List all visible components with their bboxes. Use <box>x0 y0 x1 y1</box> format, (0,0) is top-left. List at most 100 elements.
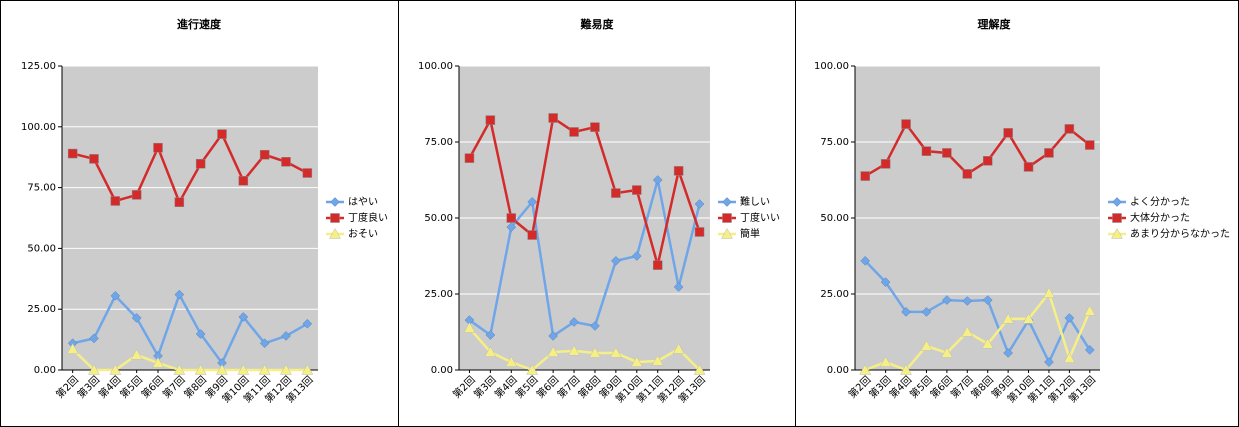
data-point <box>901 307 911 317</box>
data-point <box>1044 148 1054 158</box>
data-point <box>921 146 932 156</box>
legend-label: よく分かった <box>1130 196 1190 208</box>
data-point <box>962 169 973 179</box>
data-point <box>131 313 142 323</box>
chart-title: 進行速度 <box>177 17 222 31</box>
data-point <box>961 325 974 337</box>
data-point <box>859 363 872 375</box>
data-point <box>962 296 973 306</box>
data-point <box>259 150 270 160</box>
data-point <box>860 171 870 181</box>
legend-marker <box>330 197 340 207</box>
y-tick-label: 25.00 <box>27 304 56 315</box>
data-point <box>131 190 142 200</box>
series-line <box>468 115 701 266</box>
data-point <box>942 148 952 158</box>
data-point <box>281 157 291 167</box>
chart-title: 難易度 <box>581 17 615 31</box>
data-point <box>940 346 953 358</box>
y-tick-label: 75.00 <box>820 137 849 148</box>
data-point <box>173 363 186 375</box>
data-point <box>485 115 496 125</box>
legend-marker <box>1112 213 1122 223</box>
data-point <box>611 256 621 266</box>
data-point <box>302 318 313 329</box>
y-tick-label: 100.00 <box>814 61 849 72</box>
data-point <box>89 333 99 344</box>
data-point <box>110 196 121 206</box>
data-point <box>1064 124 1075 134</box>
data-point <box>652 260 663 270</box>
data-point <box>652 175 663 185</box>
legend-marker <box>329 227 341 239</box>
data-point <box>527 197 538 207</box>
chart-title: 理解度 <box>978 17 1012 31</box>
legend-label: 簡単 <box>740 227 760 240</box>
data-point <box>301 363 314 375</box>
data-point <box>110 290 121 301</box>
data-point <box>1085 140 1095 150</box>
data-point <box>1003 348 1013 358</box>
data-point <box>195 329 206 339</box>
data-point <box>630 356 643 367</box>
series-line <box>864 259 1091 366</box>
y-tick-label: 25.00 <box>820 289 849 300</box>
legend-marker <box>1112 197 1122 207</box>
data-point <box>302 168 313 178</box>
data-point <box>506 213 517 223</box>
data-point <box>921 307 932 317</box>
data-point <box>485 330 496 340</box>
data-point <box>238 312 249 322</box>
data-point <box>880 159 891 169</box>
data-point <box>590 122 600 132</box>
y-tick-label: 0.00 <box>827 365 849 376</box>
data-point <box>609 346 622 358</box>
series-line <box>864 290 1091 372</box>
legend-label: はやい <box>348 196 378 208</box>
data-point <box>981 337 994 349</box>
data-point <box>880 277 891 287</box>
legend-label: おそい <box>348 228 378 240</box>
data-point <box>942 295 952 305</box>
data-point <box>152 356 164 368</box>
data-point <box>1044 357 1054 367</box>
legend-marker <box>1111 227 1123 239</box>
data-point <box>569 127 579 137</box>
data-point <box>589 346 601 358</box>
data-point <box>920 339 933 351</box>
data-point <box>568 344 580 356</box>
legend-marker <box>722 197 732 207</box>
legend-marker <box>330 213 340 223</box>
data-point <box>1023 162 1034 172</box>
data-point <box>1002 312 1015 324</box>
data-point <box>194 363 207 375</box>
data-point <box>1003 128 1013 138</box>
y-tick-label: 125.00 <box>21 61 56 72</box>
data-point <box>174 289 185 300</box>
data-point <box>548 331 558 341</box>
data-point <box>67 148 78 159</box>
legend-label: 難しい <box>740 195 770 208</box>
data-point <box>1043 287 1055 298</box>
data-point <box>280 363 292 375</box>
data-point <box>631 251 642 261</box>
y-tick-label: 50.00 <box>27 243 56 254</box>
data-point <box>672 343 685 354</box>
data-point <box>153 142 163 153</box>
y-tick-label: 100.00 <box>21 122 56 133</box>
data-point <box>1022 312 1035 324</box>
data-point <box>195 159 206 169</box>
legend-label: 丁度良い <box>348 211 388 224</box>
data-point <box>237 363 250 375</box>
y-tick-label: 100.00 <box>418 61 453 72</box>
series-line <box>71 348 308 372</box>
data-point <box>1063 352 1076 363</box>
data-point <box>130 348 143 360</box>
data-point <box>1064 313 1075 323</box>
data-point <box>547 346 560 357</box>
data-point <box>506 222 517 232</box>
y-tick-label: 75.00 <box>27 183 56 194</box>
data-point <box>651 354 664 366</box>
data-point <box>694 227 705 237</box>
